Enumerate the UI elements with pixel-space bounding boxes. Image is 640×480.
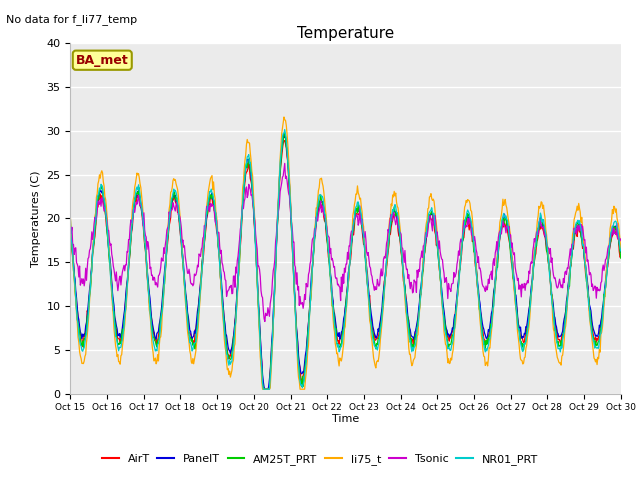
li75_t: [259, 386, 266, 392]
Tsonic: [67, 224, 74, 229]
Tsonic: [77, 282, 84, 288]
AM25T_PRT: [133, 191, 141, 196]
Line: NR01_PRT: NR01_PRT: [70, 130, 621, 389]
AirT: [218, 288, 226, 294]
li75_t: [280, 114, 288, 120]
PanelT: [280, 131, 288, 136]
Line: PanelT: PanelT: [70, 133, 621, 389]
Tsonic: [414, 274, 422, 280]
NR01_PRT: [430, 211, 438, 216]
li75_t: [414, 332, 422, 337]
NR01_PRT: [617, 248, 625, 254]
AM25T_PRT: [430, 220, 438, 226]
Y-axis label: Temperatures (C): Temperatures (C): [31, 170, 41, 267]
Title: Temperature: Temperature: [297, 25, 394, 41]
PanelT: [67, 223, 74, 229]
AirT: [414, 317, 422, 323]
li75_t: [67, 215, 74, 221]
PanelT: [133, 192, 141, 197]
AirT: [189, 339, 196, 345]
PanelT: [218, 286, 226, 292]
Tsonic: [218, 260, 226, 265]
PanelT: [189, 334, 196, 340]
li75_t: [617, 246, 625, 252]
Line: AirT: AirT: [70, 141, 621, 389]
AM25T_PRT: [77, 336, 84, 342]
Tsonic: [261, 319, 269, 324]
AM25T_PRT: [67, 224, 74, 230]
AirT: [133, 192, 141, 198]
X-axis label: Time: Time: [332, 414, 359, 424]
Line: AM25T_PRT: AM25T_PRT: [70, 133, 621, 389]
Line: Tsonic: Tsonic: [70, 163, 621, 322]
AM25T_PRT: [260, 386, 268, 392]
li75_t: [218, 299, 226, 305]
Text: No data for f_li77_temp: No data for f_li77_temp: [6, 14, 138, 25]
NR01_PRT: [189, 347, 196, 352]
AirT: [430, 221, 438, 227]
AirT: [617, 253, 625, 259]
Line: li75_t: li75_t: [70, 117, 621, 389]
PanelT: [261, 386, 269, 392]
NR01_PRT: [259, 386, 267, 392]
li75_t: [77, 353, 84, 359]
Text: BA_met: BA_met: [76, 54, 129, 67]
Tsonic: [189, 283, 196, 288]
AM25T_PRT: [189, 342, 196, 348]
NR01_PRT: [281, 127, 289, 132]
Tsonic: [133, 201, 141, 207]
AM25T_PRT: [414, 318, 422, 324]
AirT: [67, 227, 74, 233]
PanelT: [430, 219, 438, 225]
PanelT: [414, 315, 422, 321]
Tsonic: [281, 160, 289, 166]
NR01_PRT: [67, 216, 74, 222]
PanelT: [617, 250, 625, 255]
Legend: AirT, PanelT, AM25T_PRT, li75_t, Tsonic, NR01_PRT: AirT, PanelT, AM25T_PRT, li75_t, Tsonic,…: [97, 450, 543, 469]
PanelT: [77, 329, 84, 335]
li75_t: [133, 170, 141, 176]
AM25T_PRT: [617, 255, 625, 261]
NR01_PRT: [414, 323, 422, 329]
AM25T_PRT: [218, 295, 226, 300]
Tsonic: [430, 222, 438, 228]
li75_t: [430, 198, 438, 204]
AM25T_PRT: [281, 131, 289, 136]
AirT: [260, 386, 268, 392]
li75_t: [189, 356, 196, 361]
NR01_PRT: [133, 184, 141, 190]
NR01_PRT: [77, 342, 84, 348]
NR01_PRT: [218, 297, 226, 302]
Tsonic: [617, 236, 625, 242]
AirT: [77, 332, 84, 338]
AirT: [281, 138, 289, 144]
